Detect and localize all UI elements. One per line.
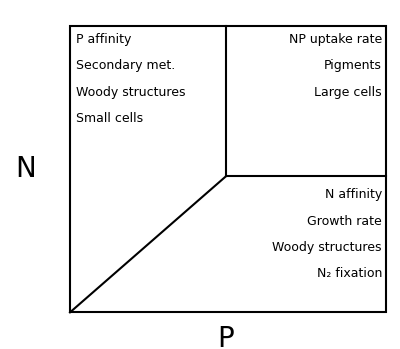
Text: P affinity: P affinity xyxy=(76,33,131,46)
Text: N: N xyxy=(16,155,36,183)
Text: Growth rate: Growth rate xyxy=(307,215,382,228)
Text: P: P xyxy=(218,325,234,349)
Text: N₂ fixation: N₂ fixation xyxy=(317,267,382,280)
Text: Large cells: Large cells xyxy=(314,86,382,98)
Text: NP uptake rate: NP uptake rate xyxy=(289,33,382,46)
Text: Small cells: Small cells xyxy=(76,112,143,125)
Bar xyxy=(70,26,386,312)
Text: N affinity: N affinity xyxy=(325,188,382,201)
Text: Woody structures: Woody structures xyxy=(272,241,382,254)
Text: Woody structures: Woody structures xyxy=(76,86,186,98)
Text: Pigments: Pigments xyxy=(324,59,382,72)
Text: Secondary met.: Secondary met. xyxy=(76,59,175,72)
